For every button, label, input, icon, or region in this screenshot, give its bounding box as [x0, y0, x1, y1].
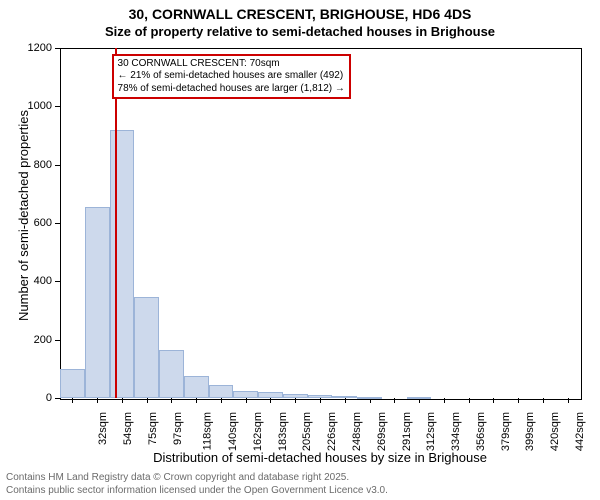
histogram-bar	[407, 397, 432, 399]
histogram-bar	[283, 394, 308, 398]
x-tick-label: 162sqm	[252, 412, 264, 451]
histogram-chart: 30, CORNWALL CRESCENT, BRIGHOUSE, HD6 4D…	[0, 0, 600, 500]
x-tick-mark	[72, 398, 73, 403]
histogram-bar	[308, 395, 333, 399]
x-tick-mark	[469, 398, 470, 403]
y-tick-mark	[55, 106, 60, 107]
x-tick-label: 312sqm	[425, 412, 437, 451]
histogram-bar	[85, 207, 110, 398]
x-tick-mark	[543, 398, 544, 403]
x-tick-label: 32sqm	[97, 412, 109, 445]
annotation-box: 30 CORNWALL CRESCENT: 70sqm ← 21% of sem…	[112, 54, 351, 100]
y-tick-mark	[55, 398, 60, 399]
x-tick-label: 442sqm	[574, 412, 586, 451]
attribution-line-1: Contains HM Land Registry data © Crown c…	[0, 472, 600, 483]
x-tick-label: 334sqm	[450, 412, 462, 451]
x-tick-label: 269sqm	[376, 412, 388, 451]
annotation-line-1: ← 21% of semi-detached houses are smalle…	[118, 70, 345, 83]
reference-line	[115, 48, 117, 398]
x-tick-mark	[320, 398, 321, 403]
histogram-bar	[357, 397, 382, 399]
x-tick-mark	[97, 398, 98, 403]
chart-subtitle: Size of property relative to semi-detach…	[0, 24, 600, 39]
x-tick-mark	[568, 398, 569, 403]
x-tick-label: 291sqm	[401, 412, 413, 451]
x-tick-label: 379sqm	[500, 412, 512, 451]
y-axis-label: Number of semi-detached properties	[16, 110, 31, 321]
x-tick-mark	[444, 398, 445, 403]
y-tick-label: 1200	[0, 42, 52, 54]
x-tick-mark	[196, 398, 197, 403]
x-tick-label: 140sqm	[227, 412, 239, 451]
x-tick-label: 248sqm	[351, 412, 363, 451]
histogram-bar	[184, 376, 209, 398]
x-tick-label: 226sqm	[326, 412, 338, 451]
y-tick-label: 0	[0, 392, 52, 404]
x-tick-mark	[147, 398, 148, 403]
x-tick-mark	[295, 398, 296, 403]
x-tick-mark	[221, 398, 222, 403]
y-tick-label: 200	[0, 334, 52, 346]
histogram-bar	[134, 297, 159, 398]
histogram-bar	[110, 130, 135, 398]
x-tick-mark	[345, 398, 346, 403]
histogram-bar	[60, 369, 85, 398]
x-tick-label: 183sqm	[277, 412, 289, 451]
y-tick-mark	[55, 340, 60, 341]
histogram-bar	[159, 350, 184, 398]
x-tick-label: 399sqm	[524, 412, 536, 451]
x-tick-mark	[493, 398, 494, 403]
y-tick-mark	[55, 48, 60, 49]
x-tick-label: 97sqm	[172, 412, 184, 445]
x-tick-mark	[171, 398, 172, 403]
chart-title: 30, CORNWALL CRESCENT, BRIGHOUSE, HD6 4D…	[0, 6, 600, 22]
histogram-bar	[332, 396, 357, 398]
x-tick-label: 420sqm	[549, 412, 561, 451]
x-axis-label: Distribution of semi-detached houses by …	[60, 450, 580, 465]
y-tick-mark	[55, 223, 60, 224]
annotation-line-3: 78% of semi-detached houses are larger (…	[118, 83, 345, 96]
x-tick-label: 205sqm	[302, 412, 314, 451]
histogram-bar	[258, 392, 283, 398]
attribution-line-2: Contains public sector information licen…	[0, 485, 600, 496]
annotation-line-2: 30 CORNWALL CRESCENT: 70sqm	[118, 58, 345, 71]
x-tick-label: 118sqm	[202, 412, 214, 450]
y-tick-mark	[55, 281, 60, 282]
histogram-bar	[233, 391, 258, 398]
x-tick-mark	[122, 398, 123, 403]
y-tick-mark	[55, 165, 60, 166]
x-tick-label: 356sqm	[475, 412, 487, 451]
x-tick-label: 75sqm	[147, 412, 159, 445]
x-tick-label: 54sqm	[122, 412, 134, 445]
x-tick-mark	[270, 398, 271, 403]
x-tick-mark	[518, 398, 519, 403]
histogram-bar	[209, 385, 234, 398]
x-tick-mark	[246, 398, 247, 403]
x-tick-mark	[394, 398, 395, 403]
